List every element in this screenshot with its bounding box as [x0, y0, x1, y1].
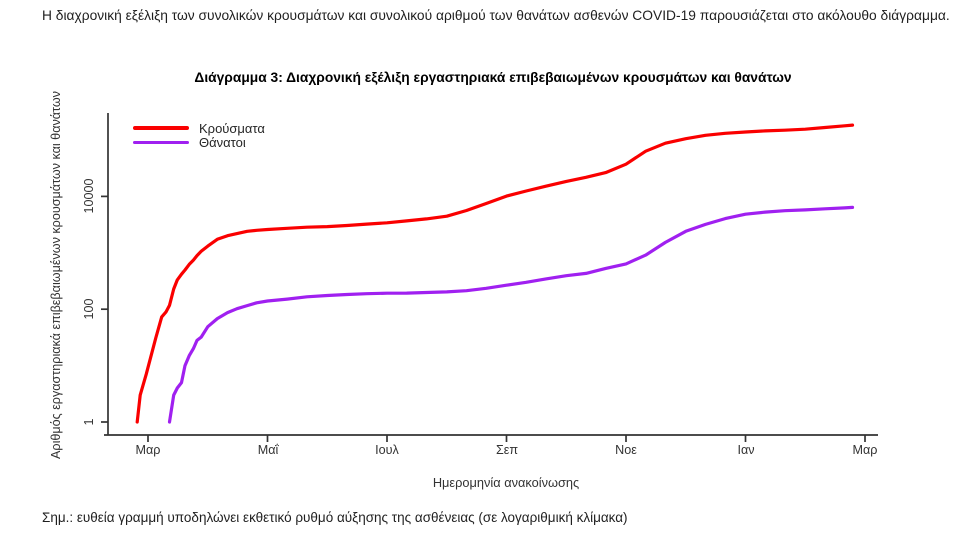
chart-title: Διάγραμμα 3: Διαχρονική εξέλιξη εργαστηρ… — [194, 70, 792, 85]
legend-line-deaths — [133, 140, 189, 145]
footnote: Σημ.: ευθεία γραμμή υποδηλώνει εκθετικό … — [42, 510, 628, 525]
legend-label-cases: Κρούσματα — [199, 120, 265, 136]
x-axis-label: Ημερομηνία ανακοίνωσης — [432, 475, 580, 490]
legend-line-cases — [133, 126, 189, 130]
x-tick-label-sep: Σεπ — [495, 443, 519, 457]
y-tick-label-10000: 10000 — [82, 178, 96, 214]
y-axis-label: Αριθμός εργαστηριακά επιβεβαιωμένων κρου… — [49, 91, 63, 459]
deaths-line — [167, 205, 855, 424]
x-tick-label-may: Μαΐ — [257, 443, 279, 457]
y-tick-label-100: 100 — [82, 298, 96, 320]
x-tick-label-nov: Νοε — [615, 443, 637, 457]
intro-paragraph: Η διαχρονική εξέλιξη των συνολικών κρουσ… — [42, 8, 950, 23]
x-tick-label-mar2: Μαρ — [852, 443, 878, 457]
x-tick-label-jul: Ιουλ — [375, 443, 399, 457]
y-tick-label-1: 1 — [82, 418, 96, 426]
cases-line — [135, 123, 855, 424]
x-tick-label-jan: Ιαν — [737, 443, 755, 457]
x-tick-label-mar: Μαρ — [135, 443, 161, 457]
legend-label-deaths: Θάνατοι — [199, 134, 246, 150]
